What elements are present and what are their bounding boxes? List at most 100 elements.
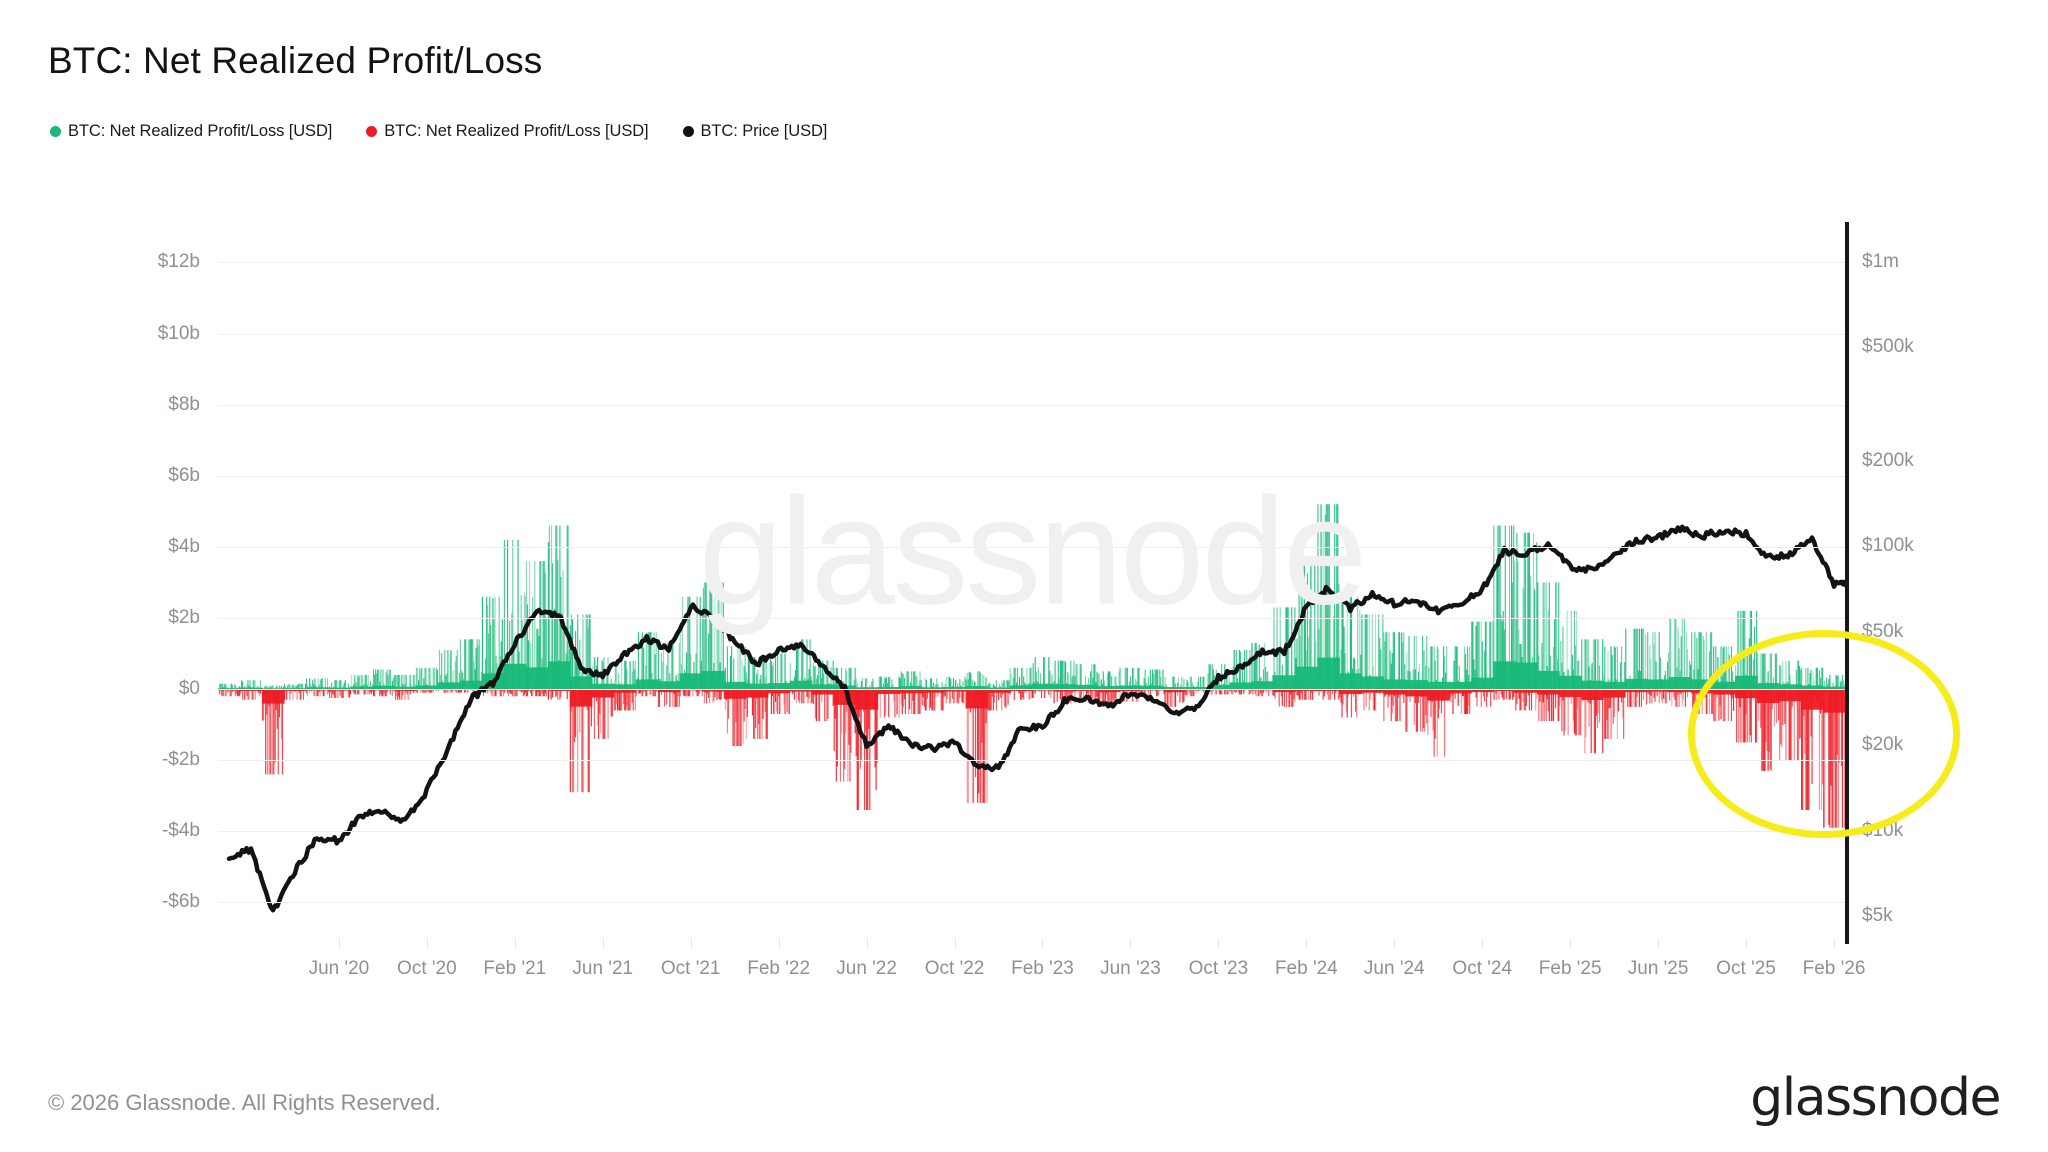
profit-bar bbox=[657, 648, 659, 690]
profit-bar bbox=[1211, 664, 1213, 690]
loss-bar bbox=[926, 689, 928, 699]
loss-bar bbox=[1841, 689, 1844, 828]
profit-bar bbox=[551, 563, 554, 690]
profit-bar bbox=[413, 674, 415, 690]
loss-bar bbox=[1765, 689, 1767, 743]
loss-bar bbox=[347, 689, 350, 698]
profit-bar bbox=[821, 678, 823, 690]
loss-bar bbox=[603, 689, 605, 739]
profit-bar bbox=[356, 682, 358, 690]
loss-bar bbox=[516, 689, 518, 697]
profit-bar bbox=[1300, 562, 1302, 690]
loss-bar bbox=[638, 689, 641, 694]
profit-bar bbox=[469, 639, 471, 690]
legend-item-price[interactable]: BTC: Price [USD] bbox=[682, 122, 827, 141]
loss-bar bbox=[1292, 689, 1294, 707]
loss-bar bbox=[1523, 689, 1525, 711]
x-axis-tickmark bbox=[1394, 938, 1396, 948]
loss-bar bbox=[370, 689, 373, 695]
profit-bar bbox=[784, 653, 786, 690]
loss-bar-base bbox=[899, 689, 923, 694]
profit-bar bbox=[1437, 649, 1439, 690]
profit-bar bbox=[1322, 524, 1324, 690]
profit-bar bbox=[1212, 669, 1214, 690]
loss-bar bbox=[709, 689, 711, 704]
loss-bar bbox=[737, 689, 739, 746]
loss-bar bbox=[1547, 689, 1549, 712]
profit-bar bbox=[753, 657, 755, 690]
profit-bar bbox=[1007, 680, 1009, 690]
loss-bar bbox=[754, 689, 756, 739]
profit-bar bbox=[1338, 583, 1340, 690]
profit-bar bbox=[846, 670, 848, 690]
legend-item-profit[interactable]: BTC: Net Realized Profit/Loss [USD] bbox=[50, 122, 332, 141]
profit-bar bbox=[1129, 676, 1132, 690]
loss-bar bbox=[733, 689, 735, 746]
loss-bar bbox=[718, 689, 720, 700]
loss-bar bbox=[1238, 689, 1240, 695]
loss-bar bbox=[1395, 689, 1398, 722]
profit-bar-base bbox=[1383, 679, 1406, 690]
loss-bar bbox=[924, 689, 926, 711]
loss-bar bbox=[1833, 689, 1835, 763]
loss-bar bbox=[1767, 689, 1769, 771]
profit-bar bbox=[695, 653, 697, 690]
profit-bar bbox=[397, 674, 399, 690]
profit-bar bbox=[726, 646, 729, 690]
loss-bar bbox=[919, 689, 921, 714]
profit-bar bbox=[534, 561, 536, 690]
profit-bar bbox=[1481, 641, 1483, 690]
loss-bar bbox=[724, 689, 726, 710]
profit-bar bbox=[955, 680, 957, 690]
loss-bar bbox=[1548, 689, 1550, 722]
loss-bar bbox=[1311, 689, 1313, 693]
loss-bar bbox=[806, 689, 808, 697]
profit-bar bbox=[377, 669, 379, 690]
loss-bar bbox=[1490, 689, 1492, 707]
loss-bar bbox=[385, 689, 387, 697]
profit-bar bbox=[707, 633, 710, 690]
loss-bar bbox=[219, 689, 221, 695]
profit-bar bbox=[1174, 683, 1177, 690]
loss-bar bbox=[566, 689, 568, 700]
chart-legend: BTC: Net Realized Profit/Loss [USD] BTC:… bbox=[50, 122, 861, 141]
profit-bar bbox=[1233, 650, 1235, 690]
profit-bar bbox=[1425, 665, 1427, 690]
loss-bar bbox=[1724, 689, 1726, 722]
profit-bar bbox=[796, 644, 799, 690]
loss-bar bbox=[395, 689, 398, 697]
profit-bar bbox=[1003, 680, 1005, 690]
profit-bar bbox=[916, 676, 918, 690]
profit-bar-base bbox=[1757, 683, 1780, 690]
loss-bar bbox=[1229, 689, 1231, 692]
profit-bar bbox=[1326, 504, 1328, 690]
loss-bar bbox=[355, 689, 357, 695]
loss-bar bbox=[802, 689, 804, 704]
loss-bar bbox=[551, 689, 554, 698]
profit-bar bbox=[1760, 653, 1762, 690]
profit-bar-base bbox=[349, 686, 373, 690]
loss-bar bbox=[1250, 689, 1252, 693]
loss-bar bbox=[333, 689, 335, 696]
gridline bbox=[218, 902, 1845, 904]
loss-bar bbox=[1432, 689, 1434, 731]
loss-bar bbox=[1283, 689, 1286, 707]
loss-bar bbox=[922, 689, 924, 698]
profit-bar bbox=[425, 667, 427, 690]
loss-bar bbox=[559, 689, 561, 700]
loss-bar bbox=[1514, 689, 1516, 694]
profit-bar-base bbox=[899, 686, 923, 690]
legend-item-loss[interactable]: BTC: Net Realized Profit/Loss [USD] bbox=[366, 122, 649, 141]
loss-bar bbox=[1032, 689, 1034, 698]
profit-bar-base bbox=[393, 686, 417, 690]
profit-bar bbox=[1730, 646, 1733, 690]
profit-bar bbox=[1816, 667, 1818, 690]
loss-bar bbox=[1682, 689, 1684, 700]
loss-bar bbox=[1563, 689, 1565, 736]
profit-bar bbox=[1022, 667, 1024, 690]
profit-bar bbox=[614, 660, 616, 690]
profit-bar bbox=[586, 614, 588, 690]
loss-bar bbox=[914, 689, 916, 714]
loss-bar bbox=[1281, 689, 1283, 706]
loss-bar bbox=[1449, 689, 1451, 698]
